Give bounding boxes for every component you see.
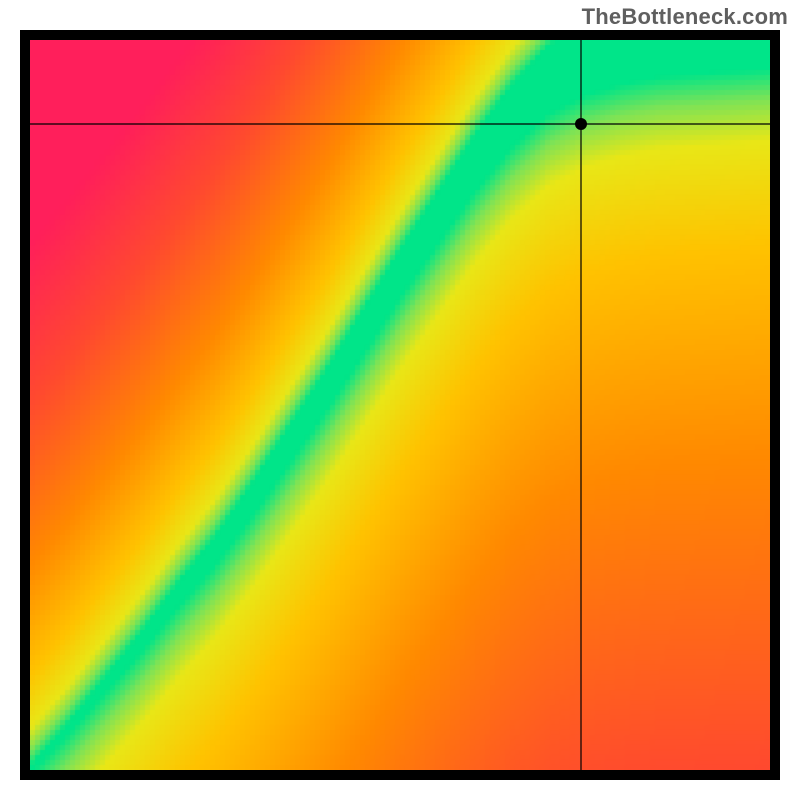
plot-frame bbox=[20, 30, 780, 780]
chart-container: TheBottleneck.com bbox=[0, 0, 800, 800]
watermark-text: TheBottleneck.com bbox=[582, 4, 788, 30]
heatmap-canvas bbox=[30, 40, 770, 770]
